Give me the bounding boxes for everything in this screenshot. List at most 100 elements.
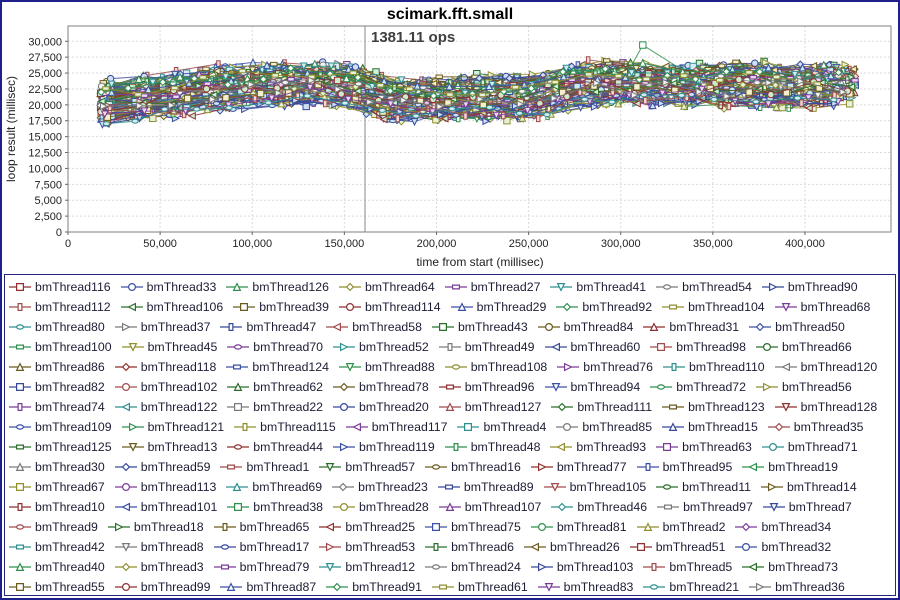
- series-marker-icon: [544, 342, 567, 352]
- series-label: bmThread111: [577, 400, 653, 414]
- series-marker-icon: [9, 444, 31, 450]
- legend-item: bmThread42: [9, 537, 105, 557]
- legend-item: bmThread5: [643, 557, 732, 577]
- series-marker-icon: [220, 582, 243, 591]
- series-marker-icon: [650, 384, 673, 390]
- series-label: bmThread114: [364, 300, 441, 314]
- svg-text:300,000: 300,000: [601, 238, 641, 250]
- series-marker-icon: [9, 483, 31, 491]
- series-label: bmThread5: [669, 560, 733, 574]
- series-marker-icon: [114, 462, 137, 472]
- legend-item: bmThread94: [544, 377, 640, 397]
- series-marker-icon: [762, 503, 785, 512]
- series-marker-icon: [9, 562, 31, 571]
- chart-title: scimark.fft.small: [387, 6, 513, 23]
- legend-item: bmThread65: [213, 517, 309, 537]
- series-marker-icon: [457, 423, 480, 431]
- series-label: bmThread40: [35, 560, 105, 574]
- legend-item: bmThread58: [326, 317, 422, 337]
- series-label: bmThread30: [35, 460, 105, 474]
- legend-item: bmThread40: [9, 557, 105, 577]
- series-label: bmThread82: [35, 380, 105, 394]
- legend-item: bmThread30: [9, 457, 105, 477]
- plot-area[interactable]: scimark.fft.small 1381.11 ops loop resul…: [2, 2, 898, 274]
- series-label: bmThread64: [364, 280, 435, 294]
- legend-item: bmThread98: [650, 337, 746, 357]
- legend-item: bmThread27: [444, 277, 540, 297]
- series-marker-icon: [749, 582, 772, 592]
- series-marker-icon: [662, 304, 685, 310]
- y-axis-label: loop result (millisec): [4, 76, 18, 182]
- series-label: bmThread79: [239, 560, 310, 574]
- legend-item: bmThread51: [629, 537, 725, 557]
- series-marker-icon: [425, 523, 448, 531]
- series-label: bmThread84: [563, 320, 634, 334]
- legend-item: bmThread121: [121, 417, 224, 437]
- legend-item: bmThread39: [233, 297, 329, 317]
- series-marker-icon: [9, 324, 31, 330]
- series-label: bmThread87: [246, 580, 317, 594]
- legend-item: bmThread125: [9, 437, 112, 457]
- series-marker-icon: [761, 443, 784, 451]
- series-marker-icon: [121, 443, 144, 452]
- series-label: bmThread48: [470, 440, 541, 454]
- legend-item: bmThread60: [544, 337, 640, 357]
- series-label: bmThread70: [253, 340, 324, 354]
- legend-item: bmThread20: [333, 397, 429, 417]
- series-label: bmThread39: [259, 300, 329, 314]
- legend-item: bmThread52: [333, 337, 429, 357]
- series-label: bmThread105: [569, 480, 647, 494]
- legend-item: bmThread25: [319, 517, 415, 537]
- svg-text:50,000: 50,000: [143, 238, 177, 250]
- legend-item: bmThread84: [537, 317, 634, 337]
- series-label: bmThread66: [781, 340, 852, 354]
- legend-item: bmThread46: [551, 497, 647, 517]
- series-label: bmThread54: [682, 280, 752, 294]
- svg-text:2,500: 2,500: [34, 211, 62, 223]
- series-marker-icon: [114, 583, 137, 591]
- series-label: bmThread74: [35, 400, 105, 414]
- legend-item: bmThread12: [319, 557, 415, 577]
- series-marker-icon: [774, 362, 797, 372]
- legend-item: bmThread91: [326, 577, 422, 595]
- series-marker-icon: [234, 423, 257, 431]
- legend-item: bmThread93: [550, 437, 646, 457]
- series-marker-icon: [450, 302, 473, 311]
- legend-item: bmThread31: [643, 317, 739, 337]
- series-label: bmThread102: [140, 380, 218, 394]
- series-label: bmThread81: [556, 520, 627, 534]
- series-marker-icon: [760, 482, 783, 492]
- legend-item: bmThread35: [767, 417, 864, 437]
- legend-item: bmThread81: [530, 517, 627, 537]
- legend-item: bmThread104: [662, 297, 765, 317]
- legend-item: bmThread23: [332, 477, 428, 497]
- series-label: bmThread124: [252, 360, 329, 374]
- svg-text:150,000: 150,000: [324, 238, 364, 250]
- series-marker-icon: [444, 443, 467, 451]
- series-label: bmThread23: [358, 480, 428, 494]
- legend-item: bmThread45: [121, 337, 217, 357]
- series-marker-icon: [319, 542, 342, 552]
- series-label: bmThread98: [676, 340, 746, 354]
- series-marker-icon: [530, 523, 553, 531]
- legend-item: bmThread33: [120, 277, 216, 297]
- series-label: bmThread68: [800, 300, 871, 314]
- legend-item: bmThread103: [530, 557, 633, 577]
- series-marker-icon: [9, 544, 31, 550]
- series-label: bmThread86: [35, 360, 105, 374]
- series-label: bmThread4: [483, 420, 547, 434]
- series-label: bmThread14: [786, 480, 857, 494]
- series-marker-icon: [544, 383, 567, 392]
- series-label: bmThread127: [464, 400, 542, 414]
- series-label: bmThread46: [577, 500, 648, 514]
- series-label: bmThread97: [683, 500, 753, 514]
- ops-annotation: 1381.11 ops: [371, 29, 455, 46]
- series-label: bmThread36: [775, 580, 845, 594]
- legend-item: bmThread37: [114, 317, 210, 337]
- series-marker-icon: [438, 402, 461, 411]
- series-marker-icon: [636, 463, 659, 471]
- series-label: bmThread3: [140, 560, 204, 574]
- legend-item: bmThread41: [550, 277, 646, 297]
- series-label: bmThread120: [800, 360, 878, 374]
- series-marker-icon: [662, 363, 685, 371]
